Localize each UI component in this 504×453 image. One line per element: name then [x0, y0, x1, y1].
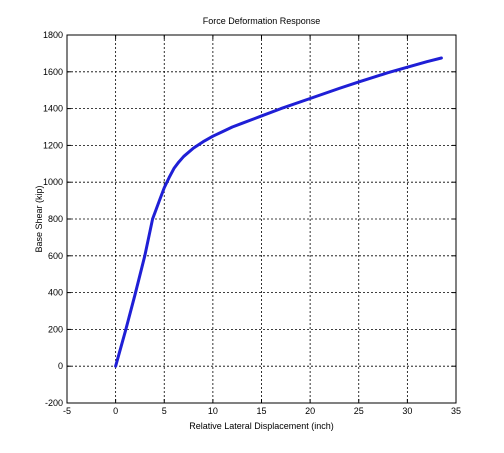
x-tick-label: 30	[402, 406, 412, 416]
y-tick-label: 1000	[43, 177, 63, 187]
y-tick-label: 1800	[43, 30, 63, 40]
y-axis-label: Base Shear (kip)	[34, 185, 44, 252]
y-tick-label: 1200	[43, 140, 63, 150]
y-tick-label: 1600	[43, 67, 63, 77]
series-line	[114, 56, 443, 368]
y-tick-label: 0	[58, 361, 63, 371]
x-tick-label: 5	[162, 406, 167, 416]
series-layer	[114, 56, 443, 368]
y-tick-label: -200	[45, 398, 63, 408]
y-tick-label: 400	[48, 288, 63, 298]
x-tick-label: 10	[208, 406, 218, 416]
x-tick-label: 25	[354, 406, 364, 416]
x-tick-label: 15	[256, 406, 266, 416]
tick-layer: -5 0 5 10 15 20 25 30 35 -200 0 200 400 600 800 1000 120…	[43, 30, 461, 416]
y-tick-label: 1400	[43, 104, 63, 114]
y-tick-label: 200	[48, 324, 63, 334]
x-tick-label: -5	[63, 406, 71, 416]
y-tick-label: 600	[48, 251, 63, 261]
x-axis-label: Relative Lateral Displacement (inch)	[189, 421, 334, 431]
x-tick-label: 20	[305, 406, 315, 416]
x-tick-label: 0	[113, 406, 118, 416]
chart-title: Force Deformation Response	[203, 16, 321, 26]
x-tick-label: 35	[451, 406, 461, 416]
y-tick-label: 800	[48, 214, 63, 224]
grid-layer	[67, 35, 456, 403]
